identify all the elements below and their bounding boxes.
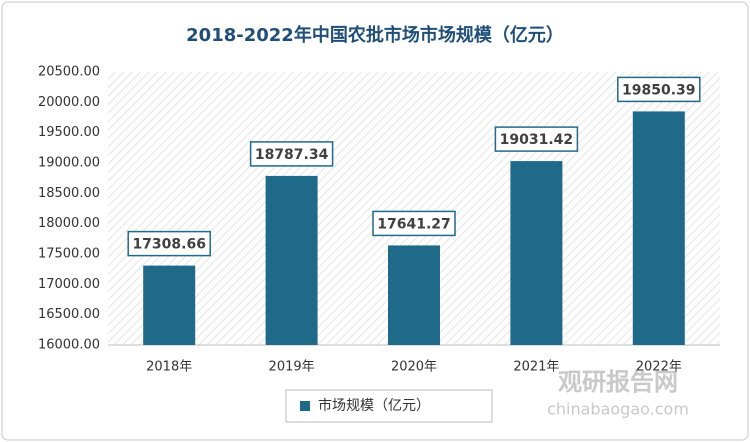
bar <box>143 265 196 345</box>
value-label-box <box>372 210 456 237</box>
watermark-name: 观研报告网 <box>558 368 678 396</box>
x-tick-label: 2019年 <box>269 360 315 375</box>
value-label-box <box>617 76 701 103</box>
bar <box>388 245 440 345</box>
value-label: 19850.39 <box>622 82 696 98</box>
bar <box>265 175 318 345</box>
x-tick-label: 2021年 <box>513 360 559 375</box>
chart-title: 2018-2022年中国农批市场市场规模（亿元） <box>186 24 564 46</box>
legend-swatch <box>300 401 310 411</box>
x-tick-label: 2022年 <box>636 360 682 375</box>
y-tick-label: 19500.00 <box>38 125 100 140</box>
value-label: 19031.42 <box>500 132 574 148</box>
y-tick-label: 20000.00 <box>38 95 100 110</box>
legend-label: 市场规模（亿元） <box>318 397 430 414</box>
value-label-box <box>249 141 334 167</box>
bar <box>510 161 563 345</box>
watermark-url: chinabaogao.com <box>547 400 689 419</box>
bar <box>632 111 685 346</box>
x-tick-label: 2018年 <box>146 360 192 375</box>
value-label: 18787.34 <box>255 147 329 163</box>
value-label: 17308.66 <box>132 237 206 253</box>
y-tick-label: 17500.00 <box>38 247 100 262</box>
y-tick-label: 20500.00 <box>38 65 100 80</box>
legend-box <box>285 389 493 423</box>
y-tick-label: 18500.00 <box>38 186 100 201</box>
value-label-box <box>494 126 579 152</box>
value-label: 17641.27 <box>377 216 451 232</box>
y-tick-label: 16000.00 <box>38 338 100 353</box>
x-tick-label: 2020年 <box>391 360 437 375</box>
y-tick-label: 18000.00 <box>38 216 100 231</box>
y-tick-label: 16500.00 <box>38 307 100 322</box>
y-tick-label: 17000.00 <box>38 277 100 292</box>
value-label-box <box>127 230 211 257</box>
y-tick-label: 19000.00 <box>38 156 100 171</box>
